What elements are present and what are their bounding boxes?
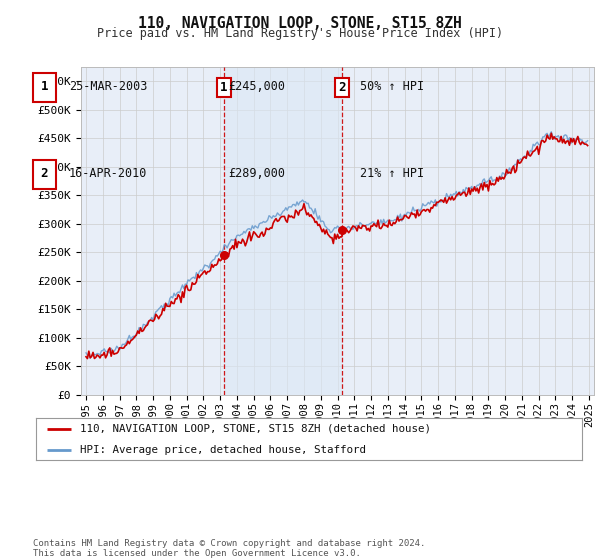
Text: 50% ↑ HPI: 50% ↑ HPI <box>360 80 424 94</box>
Text: 1: 1 <box>41 80 48 94</box>
Text: 110, NAVIGATION LOOP, STONE, ST15 8ZH (detached house): 110, NAVIGATION LOOP, STONE, ST15 8ZH (d… <box>80 424 431 434</box>
Text: 2: 2 <box>41 167 48 180</box>
Text: 21% ↑ HPI: 21% ↑ HPI <box>360 167 424 180</box>
Text: HPI: Average price, detached house, Stafford: HPI: Average price, detached house, Staf… <box>80 445 365 455</box>
Text: Contains HM Land Registry data © Crown copyright and database right 2024.
This d: Contains HM Land Registry data © Crown c… <box>33 539 425 558</box>
Bar <box>224 67 343 395</box>
Text: 25-MAR-2003: 25-MAR-2003 <box>69 80 148 94</box>
Text: 16-APR-2010: 16-APR-2010 <box>69 167 148 180</box>
Text: 1: 1 <box>220 81 228 94</box>
Text: 110, NAVIGATION LOOP, STONE, ST15 8ZH: 110, NAVIGATION LOOP, STONE, ST15 8ZH <box>138 16 462 31</box>
Text: £289,000: £289,000 <box>228 167 285 180</box>
Text: £245,000: £245,000 <box>228 80 285 94</box>
Text: Price paid vs. HM Land Registry's House Price Index (HPI): Price paid vs. HM Land Registry's House … <box>97 27 503 40</box>
Text: 2: 2 <box>338 81 346 94</box>
